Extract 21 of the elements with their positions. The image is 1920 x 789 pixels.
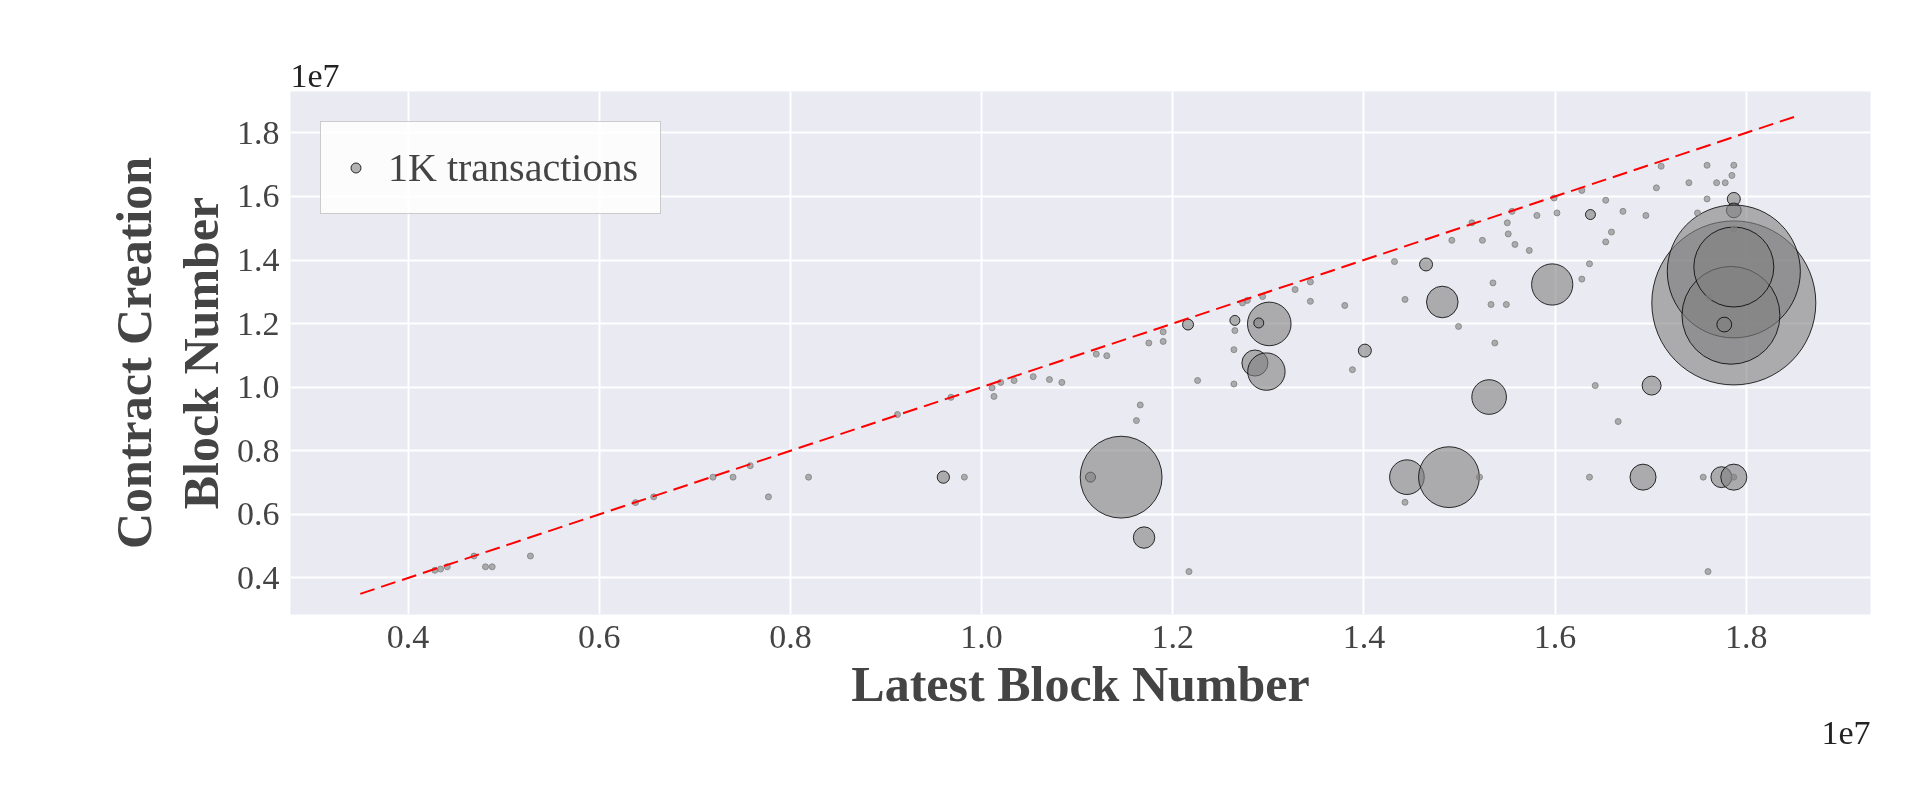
x-tick-label: 0.4 [386,617,430,655]
x-tick-label: 1.8 [1724,617,1768,655]
y-tick-label: 0.4 [237,558,280,596]
x-tick-label: 1.0 [960,617,1003,655]
legend-label: 1K transactions [388,144,638,191]
x-tick-label: 1.6 [1533,617,1577,655]
x-tick-label: 0.8 [769,617,812,655]
y-axis-title: Contract Creation Block Number [105,156,229,550]
text: 1e7 [1821,713,1871,751]
x-tick-label: 1.4 [1342,617,1386,655]
annotation: 1e7 [290,56,340,94]
y-tick-label: 1.8 [237,113,280,151]
x-tick-label: 1.2 [1151,617,1194,655]
y-tick-label: 1.2 [237,304,280,342]
x-tick-label: 0.6 [577,617,621,655]
y-tick-label: 1.0 [237,368,280,406]
y-tick-label: 1.4 [237,241,280,278]
y-tick-label: 0.6 [237,495,280,533]
y-tick-label: 0.8 [237,431,280,469]
y-tick-label: 1.6 [237,177,280,215]
x-axis-title: Latest Block Number [851,655,1310,712]
